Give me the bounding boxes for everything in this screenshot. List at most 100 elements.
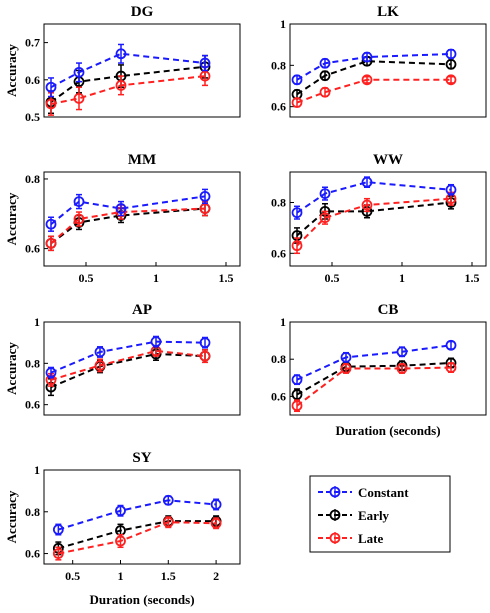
y-tick-label: 0.6 xyxy=(25,73,40,87)
data-point xyxy=(445,362,457,373)
series-line xyxy=(296,52,452,81)
data-point xyxy=(319,70,331,82)
data-point xyxy=(45,367,57,379)
panel-lk: 0.6 0.8 1 LK xyxy=(271,4,487,118)
data-point xyxy=(94,359,106,371)
data-point xyxy=(115,48,127,60)
panel-dg: 0.5 0.6 0.7 DG Accuracy xyxy=(4,4,241,124)
axes-box xyxy=(289,321,487,416)
data-point xyxy=(291,97,303,108)
data-point xyxy=(319,212,331,224)
data-point xyxy=(45,237,57,249)
legend: Constant Early Late xyxy=(309,475,451,553)
data-point xyxy=(445,184,457,196)
axes-box xyxy=(289,171,487,267)
y-tick-label: 0.8 xyxy=(271,195,286,209)
series-line xyxy=(58,499,217,531)
panel-mm: 0.6 0.8 0.5 1 1.5 MM Accuracy xyxy=(4,152,241,285)
data-point xyxy=(361,176,373,188)
data-point xyxy=(199,190,211,202)
data-point xyxy=(73,196,85,207)
data-point xyxy=(199,337,211,349)
data-point xyxy=(94,346,106,358)
data-point xyxy=(210,499,222,510)
y-tick-label: 0.6 xyxy=(271,246,286,260)
data-point xyxy=(115,505,126,517)
data-point xyxy=(115,535,126,547)
series-early xyxy=(291,357,457,401)
series-late xyxy=(291,362,457,413)
series-late xyxy=(291,74,457,108)
y-tick-label: 0.6 xyxy=(271,100,286,114)
panel-title: AP xyxy=(132,302,152,318)
series-constant xyxy=(45,335,211,379)
x-tick-label: 0.5 xyxy=(79,271,94,285)
data-point xyxy=(396,346,408,358)
data-point xyxy=(162,494,174,506)
data-point xyxy=(445,48,457,60)
data-point xyxy=(319,86,331,98)
y-axis-label: Accuracy xyxy=(4,44,19,97)
series-constant xyxy=(45,188,211,232)
y-tick-label: 0.8 xyxy=(25,172,40,186)
data-point xyxy=(73,66,85,78)
data-point xyxy=(199,57,211,69)
panel-sy: 0.6 0.8 1 0.5 1 1.5 2 SY Accuracy Duration (secon… xyxy=(4,450,241,607)
series-constant xyxy=(291,48,457,86)
series-line xyxy=(50,195,206,225)
data-point xyxy=(73,93,85,104)
y-tick-label: 0.6 xyxy=(25,242,40,256)
panel-title: WW xyxy=(373,152,403,168)
data-point xyxy=(291,240,303,252)
data-point xyxy=(445,58,457,70)
data-point xyxy=(396,363,408,374)
series-constant xyxy=(291,339,457,386)
x-tick-label: 1.5 xyxy=(161,569,176,583)
legend-label: Late xyxy=(358,531,384,546)
series-line xyxy=(50,52,206,89)
x-tick-label: 2 xyxy=(213,569,219,583)
series-line xyxy=(296,197,452,247)
y-tick-label: 0.5 xyxy=(25,110,40,124)
panel-ww: 0.6 0.8 0.5 1 1.5 WW xyxy=(271,152,487,285)
y-axis-label: Accuracy xyxy=(4,342,19,395)
data-point xyxy=(361,74,373,86)
y-tick-label: 1 xyxy=(280,315,286,329)
series-line xyxy=(50,340,206,374)
series-late xyxy=(291,191,457,255)
x-tick-label: 1.5 xyxy=(219,271,234,285)
legend-label: Constant xyxy=(358,485,409,500)
y-tick-label: 0.8 xyxy=(271,58,286,72)
series-line xyxy=(50,207,206,245)
legend-item-late: Late xyxy=(318,531,384,546)
legend-item-early: Early xyxy=(318,508,390,523)
series-early xyxy=(291,55,457,100)
legend-item-constant: Constant xyxy=(318,485,409,500)
y-tick-label: 0.7 xyxy=(25,36,40,50)
data-point xyxy=(115,79,127,91)
x-tick-label: 1 xyxy=(399,271,405,285)
series-line xyxy=(58,520,217,550)
data-point xyxy=(291,74,303,86)
x-tick-label: 1.5 xyxy=(465,271,480,285)
series-line xyxy=(58,521,217,555)
y-axis-label: Accuracy xyxy=(4,192,19,245)
data-point xyxy=(210,517,222,529)
data-point xyxy=(361,199,373,211)
y-tick-label: 0.6 xyxy=(25,547,40,561)
series-line xyxy=(296,344,452,381)
y-tick-label: 0.8 xyxy=(271,352,286,366)
data-point xyxy=(361,51,373,63)
axes-box xyxy=(289,23,487,118)
series-line xyxy=(50,207,206,245)
series-line xyxy=(296,201,452,237)
data-point xyxy=(291,389,303,400)
panel-title: LK xyxy=(377,4,399,20)
data-point xyxy=(52,524,64,535)
data-point xyxy=(445,339,457,351)
data-point xyxy=(45,218,57,230)
series-line xyxy=(50,65,206,103)
axes-box xyxy=(43,23,241,118)
series-constant xyxy=(291,176,457,220)
